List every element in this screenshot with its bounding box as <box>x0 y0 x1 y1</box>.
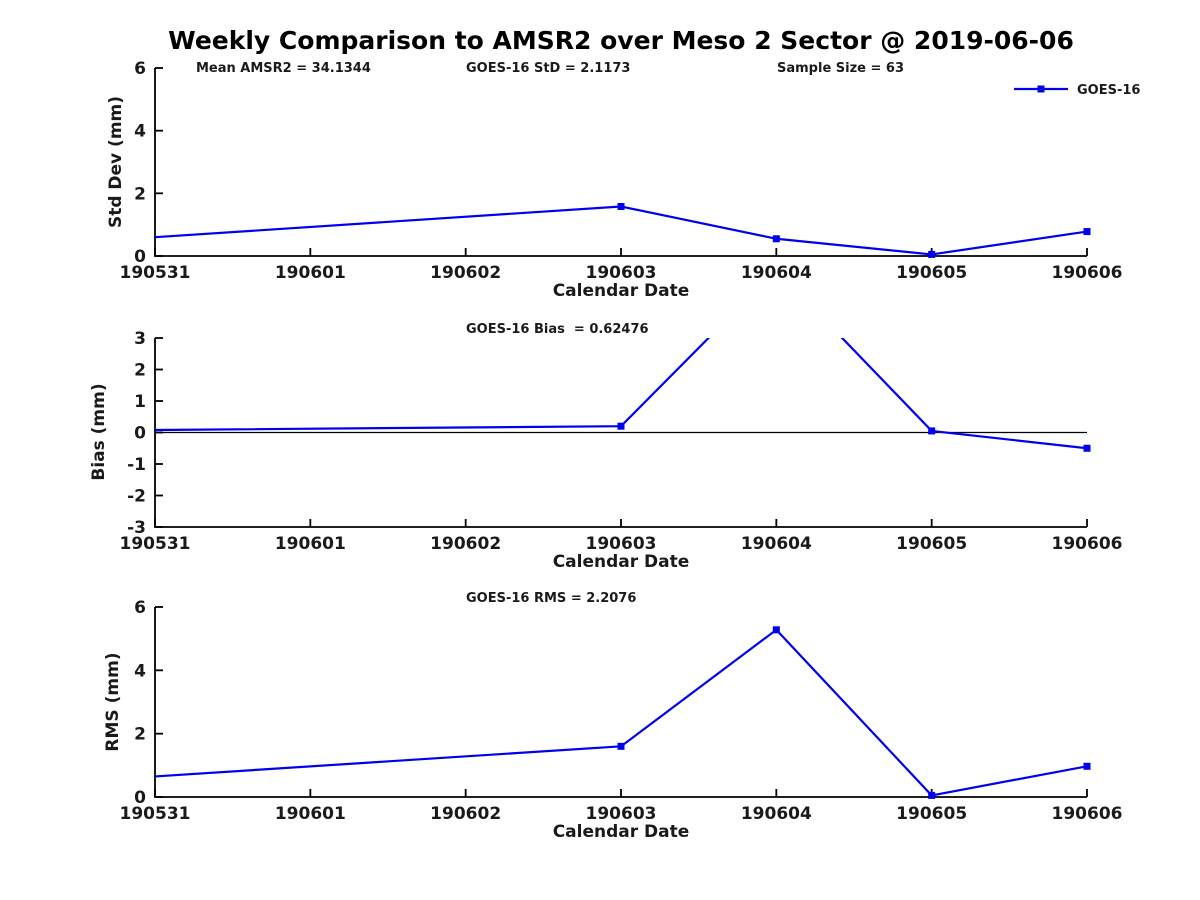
y-tick-label: 1 <box>134 392 146 412</box>
x-tick-label: 190601 <box>275 263 346 283</box>
series-marker <box>928 791 936 799</box>
plot-bias: 190531 190601 190602 190603 190604 190605 1906… <box>89 322 1123 572</box>
plot-bias-axes: 190531 190601 190602 190603 190604 190605 1906… <box>120 329 1123 554</box>
plot-rms: 190531 190601 190602 190603 190604 190605 1906… <box>103 591 1122 842</box>
series-marker <box>772 626 780 634</box>
y-tick-label: 2 <box>134 184 146 204</box>
x-tick-label: 190602 <box>430 263 501 283</box>
x-tick-label: 190604 <box>741 263 812 283</box>
y-tick-label: 0 <box>134 788 146 808</box>
series-marker <box>617 422 625 430</box>
legend: GOES-16 <box>1014 83 1140 98</box>
series-marker <box>1083 762 1091 770</box>
figure-title: Weekly Comparison to AMSR2 over Meso 2 S… <box>168 26 1074 55</box>
x-axis-label-calendar-date: Calendar Date <box>553 822 690 842</box>
x-tick-label: 190605 <box>896 804 967 824</box>
x-tick-label: 190606 <box>1052 804 1123 824</box>
x-tick-label: 190604 <box>741 804 812 824</box>
y-tick-label: 2 <box>134 361 146 381</box>
x-axis-label-calendar-date: Calendar Date <box>553 552 690 572</box>
y-axis-label-std-dev: Std Dev (mm) <box>106 96 126 228</box>
x-tick-label: 190603 <box>586 263 657 283</box>
x-tick-label: 190601 <box>275 804 346 824</box>
y-tick-label: 6 <box>134 598 146 618</box>
plot-std-dev-axes: 190531 190601 190602 190603 190604 190605 1906… <box>120 59 1123 283</box>
annotation-goes16-rms: GOES-16 RMS = 2.2076 <box>466 591 636 606</box>
series-marker <box>772 235 780 243</box>
x-tick-label: 190606 <box>1052 534 1123 554</box>
x-tick-label: 190531 <box>120 804 191 824</box>
legend-marker-icon <box>1037 85 1045 93</box>
x-tick-label: 190605 <box>896 534 967 554</box>
x-tick-label: 190605 <box>896 263 967 283</box>
series-line <box>155 338 1087 450</box>
legend-label: GOES-16 <box>1077 83 1140 98</box>
y-tick-label: 4 <box>134 661 146 681</box>
x-tick-label: 190606 <box>1052 263 1123 283</box>
y-tick-label: -1 <box>127 455 146 475</box>
annotation-goes16-std: GOES-16 StD = 2.1173 <box>466 61 630 76</box>
series-line <box>155 205 1087 256</box>
x-tick-label: 190531 <box>120 534 191 554</box>
y-axis-label-bias: Bias (mm) <box>89 383 109 480</box>
y-tick-label: -2 <box>127 487 146 507</box>
x-tick-label: 190604 <box>741 534 812 554</box>
series-line <box>155 628 1087 797</box>
series-marker <box>928 427 936 435</box>
series-marker <box>1083 444 1091 452</box>
x-tick-label: 190602 <box>430 804 501 824</box>
x-tick-label: 190603 <box>586 804 657 824</box>
annotation-goes16-bias: GOES-16 Bias = 0.62476 <box>466 322 649 337</box>
annotation-mean-amsr2: Mean AMSR2 = 34.1344 <box>196 61 371 76</box>
y-tick-label: 2 <box>134 725 146 745</box>
x-tick-label: 190603 <box>586 534 657 554</box>
series-marker <box>617 742 625 750</box>
x-tick-label: 190531 <box>120 263 191 283</box>
x-axis-label-calendar-date: Calendar Date <box>553 281 690 301</box>
plot-std-dev: 190531 190601 190602 190603 190604 190605 1906… <box>106 59 1140 301</box>
annotation-sample-size: Sample Size = 63 <box>777 61 904 76</box>
y-tick-label: 3 <box>134 329 146 349</box>
series-marker <box>1083 228 1091 236</box>
x-tick-label: 190601 <box>275 534 346 554</box>
series-marker <box>617 202 625 210</box>
y-tick-label: 0 <box>134 247 146 267</box>
series-marker <box>928 250 936 258</box>
y-tick-label: 6 <box>134 59 146 79</box>
plot-rms-axes: 190531 190601 190602 190603 190604 190605 1906… <box>120 598 1123 824</box>
y-tick-label: -3 <box>127 518 146 538</box>
y-tick-label: 4 <box>134 122 146 142</box>
axis-spine <box>154 607 1087 798</box>
y-axis-label-rms: RMS (mm) <box>103 652 123 751</box>
x-tick-label: 190602 <box>430 534 501 554</box>
y-tick-label: 0 <box>134 424 146 444</box>
